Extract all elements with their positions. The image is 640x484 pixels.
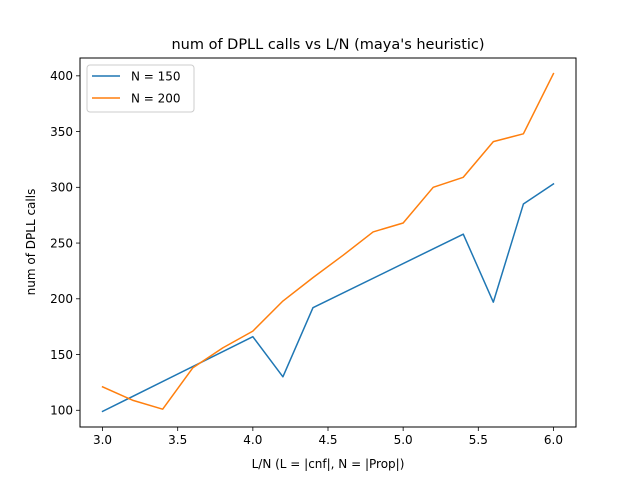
legend-label-2: N = 200 — [131, 91, 181, 105]
y-tick-label: 200 — [50, 292, 73, 306]
chart-title: num of DPLL calls vs L/N (maya's heurist… — [171, 37, 484, 53]
x-tick-label: 6.0 — [544, 433, 563, 447]
series-line-2 — [101, 72, 555, 410]
y-tick-label: 350 — [50, 125, 73, 139]
x-tick-label: 3.0 — [93, 433, 112, 447]
x-axis-ticks: 3.0 3.5 4.0 4.5 5.0 5.5 6.0 — [93, 427, 563, 447]
y-tick-label: 400 — [50, 69, 73, 83]
series-layer — [101, 72, 555, 413]
y-tick-label: 300 — [50, 181, 73, 195]
y-axis-label: num of DPLL calls — [24, 189, 38, 296]
y-tick-label: 150 — [50, 348, 73, 362]
legend-label-1: N = 150 — [131, 69, 181, 83]
x-axis-label: L/N (L = |cnf|, N = |Prop|) — [252, 457, 405, 471]
x-tick-label: 5.0 — [394, 433, 413, 447]
series-line-1 — [101, 182, 555, 413]
x-tick-label: 5.5 — [469, 433, 488, 447]
y-axis-ticks: 100 150 200 250 300 350 400 — [50, 69, 80, 418]
y-tick-label: 250 — [50, 236, 73, 250]
x-tick-label: 4.0 — [243, 433, 262, 447]
y-tick-label: 100 — [50, 404, 73, 418]
legend: N = 150 N = 200 — [86, 64, 195, 113]
x-tick-label: 3.5 — [168, 433, 187, 447]
x-tick-label: 4.5 — [318, 433, 337, 447]
